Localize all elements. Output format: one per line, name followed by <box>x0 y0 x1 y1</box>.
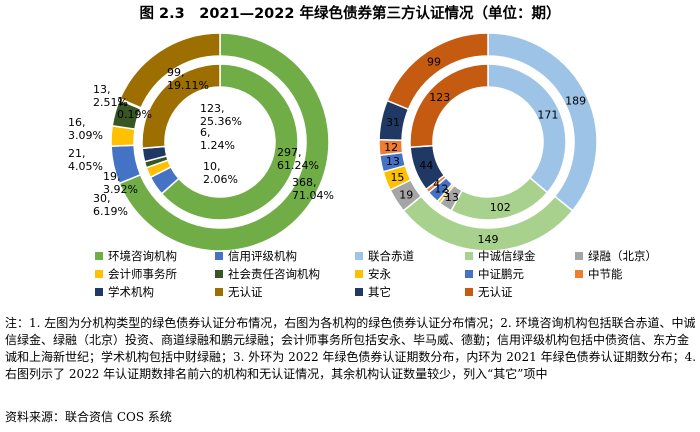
left-inner-label-0-value: 297, <box>277 146 302 159</box>
left-outer-label-0-pct: 71.04% <box>292 189 334 202</box>
left-inner-label-4-pct: 2.51% <box>93 96 128 109</box>
legend-right-item-0: 联合赤道 <box>355 248 414 264</box>
right-inner-slice-7 <box>409 63 489 148</box>
legend-left-item-5: 无认证 <box>215 284 263 300</box>
left-outer-label-2-pct: 3.09% <box>68 129 103 142</box>
legend-left-swatch-0 <box>95 251 103 260</box>
right-inner-label-0: 171 <box>537 108 558 121</box>
legend-right-item-4: 中证鹏元 <box>465 266 524 282</box>
legend-right-item-6: 其它 <box>355 284 391 300</box>
left-outer-label-1-pct: 6.19% <box>93 205 128 218</box>
legend-right-swatch-0 <box>355 251 363 260</box>
left-inner-label-1-value: 19, <box>103 170 121 183</box>
left-inner-slice-5 <box>141 63 221 150</box>
legend-left-item-4: 学术机构 <box>95 284 154 300</box>
right-outer-slice-7 <box>386 32 489 111</box>
right-outer-label-6: 31 <box>386 116 400 129</box>
left-outer-label-1-value: 30, <box>93 192 111 205</box>
left-outer-label-0-value: 368, <box>292 176 317 189</box>
left-outer-label-4-value: 1, <box>117 95 128 108</box>
right-inner-label-4: 12 <box>434 183 448 196</box>
left-outer-label-3-value: 21, <box>68 147 86 160</box>
charts-canvas: 368,71.04% 30,6.19% 16,3.09% 21,4.05% 1,0.19… <box>68 32 598 252</box>
legend-left-item-3: 社会责任咨询机构 <box>215 266 320 282</box>
legend-left-item-2: 会计师事务所 <box>95 266 177 282</box>
left-outer-slice-5 <box>118 32 221 109</box>
right-outer-label-4: 13 <box>386 155 400 168</box>
left-inner-label-2-value: 10, <box>203 160 221 173</box>
legend-right-swatch-5 <box>575 269 583 278</box>
legend-right-item-7: 无认证 <box>465 284 513 300</box>
left-inner-label-3-value: 6, <box>200 126 211 139</box>
legend-left-label-3: 社会责任咨询机构 <box>228 267 320 281</box>
legend-left-swatch-2 <box>95 269 103 278</box>
right-inner-label-6: 44 <box>419 159 433 172</box>
left-inner-slice-0 <box>160 63 299 221</box>
legend-left-swatch-1 <box>215 251 223 260</box>
legend-right-item-2: 绿融（北京） <box>575 248 657 264</box>
legend-left-item-0: 环境咨询机构 <box>95 248 177 264</box>
legend-right-label-7: 无认证 <box>478 285 513 299</box>
legend-right-label-6: 其它 <box>368 285 391 299</box>
right-outer-label-2: 19 <box>399 188 413 201</box>
legend-right-item-5: 中节能 <box>575 266 623 282</box>
legend-right-label-4: 中证鹏元 <box>478 267 524 281</box>
right-outer-label-5: 12 <box>384 141 398 154</box>
legend-left-label-2: 会计师事务所 <box>108 267 177 281</box>
legend-right-swatch-7 <box>465 287 473 296</box>
legend-left-label-0: 环境咨询机构 <box>108 249 177 263</box>
left-outer-slice-0 <box>118 32 330 252</box>
figure-notes: 注：1. 左图为分机构类型的绿色债券认证分布情况，右图为各机构的绿色债券认证分布… <box>5 316 697 381</box>
legend-right-label-5: 中节能 <box>588 267 623 281</box>
right-inner-label-7: 123 <box>429 91 450 104</box>
legend-left: 环境咨询机构 信用评级机构会计师事务所 社会责任咨询机构学术机构 无认证 <box>95 248 335 304</box>
figure-title: 图 2.3 2021—2022 年绿色债券第三方认证情况（单位：期） <box>139 6 561 22</box>
right-inner-label-5: 4 <box>433 177 440 190</box>
legend-right-swatch-2 <box>575 251 583 260</box>
left-outer-label-5-pct: 19.11% <box>167 79 209 92</box>
legend-right-label-2: 绿融（北京） <box>588 249 657 263</box>
right-inner-label-3: 3 <box>443 187 450 200</box>
left-outer-label-4-pct: 0.19% <box>117 108 152 121</box>
left-inner-label-1-pct: 3.92% <box>103 183 138 196</box>
left-inner-label-5-pct: 25.36% <box>200 115 242 128</box>
legend-left-label-4: 学术机构 <box>108 285 154 299</box>
left-inner-label-3-pct: 1.24% <box>200 139 235 152</box>
legend-left-swatch-4 <box>95 287 103 296</box>
left-inner-label-0-pct: 61.24% <box>277 159 319 172</box>
left-outer-label-5-value: 99, <box>167 66 185 79</box>
right-outer-label-3: 15 <box>390 171 404 184</box>
legend-right-swatch-4 <box>465 269 473 278</box>
legend-right-item-1: 中诚信绿金 <box>465 248 536 264</box>
legend-left-swatch-3 <box>215 269 223 278</box>
legend-left-swatch-5 <box>215 287 223 296</box>
left-outer-label-2-value: 16, <box>68 116 86 129</box>
right-outer-label-1: 149 <box>478 233 499 246</box>
figure-source: 资料来源：联合资信 COS 系统 <box>5 410 172 424</box>
left-inner-label-4-value: 13, <box>93 83 111 96</box>
legend-left-label-1: 信用评级机构 <box>228 249 297 263</box>
legend-right-label-1: 中诚信绿金 <box>478 249 536 263</box>
right-outer-label-0: 189 <box>565 94 586 107</box>
left-inner-label-2-pct: 2.06% <box>203 173 238 186</box>
legend-left-item-1: 信用评级机构 <box>215 248 297 264</box>
legend-right-item-3: 安永 <box>355 266 391 282</box>
right-outer-label-7: 99 <box>427 55 441 68</box>
legend-left-label-5: 无认证 <box>228 285 263 299</box>
legend-right-label-0: 联合赤道 <box>368 249 414 263</box>
left-outer-label-3-pct: 4.05% <box>68 160 103 173</box>
legend-right-label-3: 安永 <box>368 267 391 281</box>
legend-right: 联合赤道 中诚信绿金 绿融（北京） 安永 中证鹏元 中节能其它 无认证 <box>355 248 685 304</box>
legend-right-swatch-1 <box>465 251 473 260</box>
legend-right-swatch-3 <box>355 269 363 278</box>
right-inner-label-2: 13 <box>445 191 459 204</box>
right-inner-label-1: 102 <box>490 201 511 214</box>
legend-right-swatch-6 <box>355 287 363 296</box>
left-inner-label-5-value: 123, <box>200 102 225 115</box>
